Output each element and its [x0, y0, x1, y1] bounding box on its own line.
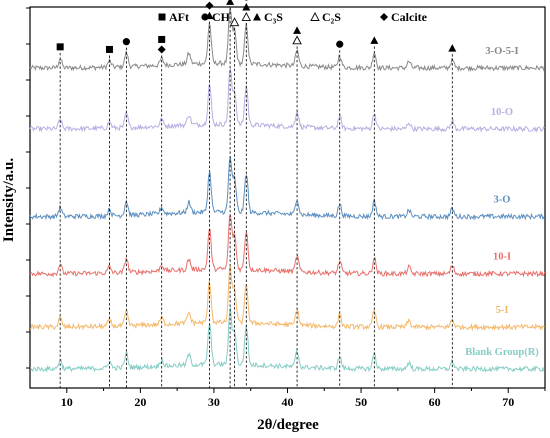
marker-aft-1: [105, 45, 113, 53]
x-tick-label-1: 20: [134, 395, 146, 409]
marker-aft-3: [158, 35, 166, 43]
legend-marker-3: [310, 12, 320, 21]
series-label-5: Blank Group(R): [465, 347, 539, 358]
legend-marker-2: [253, 13, 261, 21]
series-label-1: 10-O: [491, 107, 513, 118]
series-line-4: [29, 266, 546, 332]
marker-ch-2: [122, 38, 130, 46]
marker-c3s-6: [226, 0, 235, 5]
y-ticks: [26, 7, 30, 369]
x-axis-label: 2θ/degree: [257, 417, 319, 433]
legend: AFt CH C₃S C₂S Calcite: [158, 10, 428, 24]
legend-label-3: C₂S: [322, 10, 341, 24]
x-ticks: 10 20 30 40 50 60 70: [61, 388, 546, 409]
series-label-2: 3-O: [494, 195, 511, 206]
legend-label-2: C₃S: [264, 10, 283, 24]
series-label-4: 5-I: [496, 305, 509, 316]
marker-c3s-11: [370, 36, 379, 44]
series-group: [29, 6, 546, 373]
marker-c3s-9: [293, 26, 302, 34]
legend-marker-4: [380, 13, 388, 21]
marker-c2s-9: [292, 35, 302, 45]
phase-markers: [56, 0, 457, 54]
marker-c2s-8: [241, 12, 252, 21]
marker-calcite-3: [157, 45, 166, 54]
marker-ch-8: [244, 0, 249, 1]
series-label-0: 3-O-5-I: [485, 46, 518, 57]
marker-c3s-13: [448, 44, 457, 52]
x-tick-label-2: 30: [208, 395, 220, 409]
series-line-1: [29, 68, 546, 134]
series-line-3: [29, 214, 546, 278]
x-tick-label-3: 40: [282, 395, 294, 409]
marker-c3s-8: [242, 2, 251, 11]
legend-label-4: Calcite: [391, 10, 428, 24]
peak-guide-lines: [59, 7, 453, 388]
marker-c2s-7: [229, 17, 240, 27]
y-axis-label: Intensity/a.u.: [1, 158, 17, 242]
marker-aft-0: [56, 43, 64, 51]
x-tick-label-5: 60: [429, 395, 441, 409]
legend-marker-0: [158, 13, 166, 21]
marker-calcite-5: [205, 1, 214, 10]
x-tick-label-6: 70: [502, 395, 514, 409]
series-labels: 3-O-5-I 10-O 3-O 10-I 5-I Blank Group(R): [465, 46, 539, 358]
legend-label-1: CH: [212, 10, 231, 24]
marker-ch-10: [336, 40, 344, 48]
x-tick-label-0: 10: [61, 395, 73, 409]
series-line-2: [29, 156, 546, 221]
marker-c3s-5: [205, 11, 214, 20]
x-tick-label-4: 50: [355, 395, 367, 409]
series-line-0: [29, 6, 546, 73]
series-label-3: 10-I: [493, 252, 511, 263]
legend-label-0: AFt: [169, 10, 189, 24]
series-line-5: [29, 307, 545, 373]
